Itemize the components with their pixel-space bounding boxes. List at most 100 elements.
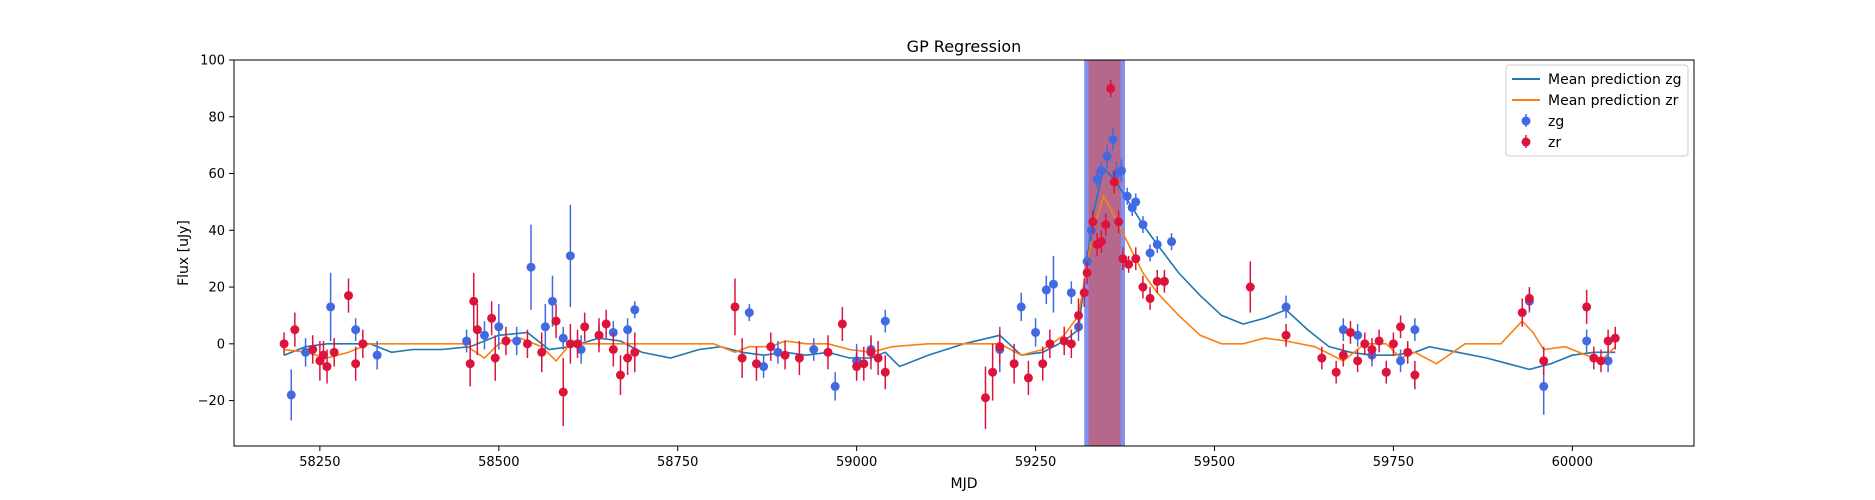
data-point-zr — [1088, 210, 1098, 234]
marker-zg — [1152, 239, 1162, 249]
data-point-zr — [880, 355, 890, 390]
data-point-zr — [823, 335, 833, 370]
marker-zg — [1041, 285, 1051, 295]
data-point-zr — [1388, 332, 1398, 356]
marker-zg — [1396, 356, 1406, 366]
marker-zg — [1031, 327, 1041, 337]
marker-zr — [465, 359, 475, 369]
data-point-zg — [1281, 295, 1291, 319]
data-point-zr — [1353, 349, 1363, 373]
data-point-zr — [1245, 261, 1255, 313]
legend-marker-zr — [1521, 137, 1531, 147]
x-tick-label: 59750 — [1373, 455, 1414, 470]
data-point-zr — [1603, 329, 1613, 353]
data-point-zg — [744, 304, 754, 322]
marker-zr — [490, 353, 500, 363]
marker-zr — [1109, 177, 1119, 187]
marker-zr — [472, 325, 482, 335]
x-tick-label: 58250 — [299, 455, 340, 470]
data-point-zg — [1582, 329, 1592, 353]
data-point-zr — [1114, 210, 1124, 234]
marker-zr — [980, 393, 990, 403]
y-tick-label: −20 — [198, 394, 225, 409]
marker-zg — [1122, 191, 1132, 201]
marker-zr — [322, 362, 332, 372]
data-point-zr — [1589, 346, 1599, 370]
data-point-zr — [1106, 79, 1116, 97]
marker-zr — [1131, 254, 1141, 264]
marker-zr — [1245, 282, 1255, 292]
marker-zr — [1338, 350, 1348, 360]
data-point-zr — [308, 335, 318, 364]
marker-zr — [1045, 339, 1055, 349]
marker-zg — [1138, 220, 1148, 230]
marker-zg — [1603, 356, 1613, 366]
data-point-zr — [1596, 349, 1606, 373]
data-point-zr — [573, 329, 583, 359]
shaded-regions — [1084, 60, 1126, 446]
marker-zr — [1114, 217, 1124, 227]
legend-label-zr: zr — [1548, 135, 1561, 151]
marker-zr — [601, 319, 611, 329]
marker-zg — [809, 345, 819, 354]
data-point-zg — [1096, 162, 1106, 180]
marker-zr — [329, 347, 339, 357]
data-point-zr — [988, 343, 998, 401]
x-axis-label: MJD — [951, 476, 978, 492]
x-tick-label: 58500 — [478, 455, 519, 470]
data-point-zr — [594, 318, 604, 353]
data-point-zr — [1517, 298, 1527, 327]
data-point-zr — [1396, 315, 1406, 339]
data-point-zr — [344, 278, 354, 313]
data-point-zr — [469, 272, 479, 330]
marker-zg — [1102, 152, 1112, 161]
data-point-zg — [759, 355, 769, 378]
data-point-zr — [329, 338, 339, 367]
marker-zr — [565, 339, 575, 349]
data-point-zr — [487, 301, 497, 336]
marker-zr — [852, 362, 862, 372]
y-tick-label: 20 — [208, 281, 225, 296]
marker-zg — [759, 362, 769, 372]
data-point-zg — [1131, 193, 1141, 211]
marker-zr — [551, 316, 561, 326]
data-point-zr — [1331, 360, 1341, 384]
data-point-zr — [1023, 360, 1033, 395]
marker-zg — [301, 347, 311, 357]
data-point-zr — [794, 340, 804, 376]
data-point-zr — [766, 332, 776, 361]
marker-zg — [1066, 288, 1076, 298]
chart-title: GP Regression — [907, 37, 1022, 56]
marker-zg — [623, 325, 633, 335]
marker-zg — [1338, 325, 1348, 335]
marker-zg — [558, 333, 568, 343]
marker-zr — [737, 353, 747, 363]
mean-prediction-line-0 — [283, 166, 1616, 371]
marker-zr — [318, 350, 328, 360]
data-point-zr — [558, 358, 568, 427]
marker-zg — [1353, 330, 1363, 340]
marker-zr — [1345, 327, 1355, 337]
marker-zr — [1539, 356, 1549, 366]
data-point-zg — [1031, 318, 1041, 347]
marker-zr — [730, 302, 740, 312]
data-point-zg — [1116, 159, 1126, 183]
legend-marker-zg — [1521, 116, 1531, 126]
marker-zr — [1082, 268, 1092, 278]
data-point-zg — [547, 275, 557, 327]
marker-zr — [1331, 367, 1341, 377]
marker-zg — [1167, 237, 1177, 247]
data-point-zr — [1403, 340, 1413, 364]
data-point-zr — [1038, 346, 1048, 381]
data-point-zr — [1074, 298, 1084, 333]
data-point-zr — [1009, 343, 1019, 384]
data-point-zr — [1109, 170, 1119, 194]
marker-zr — [1038, 359, 1048, 369]
data-point-zg — [1138, 216, 1148, 234]
marker-zr — [1360, 339, 1370, 349]
data-point-zr — [995, 329, 1005, 364]
data-point-zr — [580, 312, 590, 341]
data-point-zg — [286, 369, 296, 421]
marker-zg — [880, 316, 890, 326]
